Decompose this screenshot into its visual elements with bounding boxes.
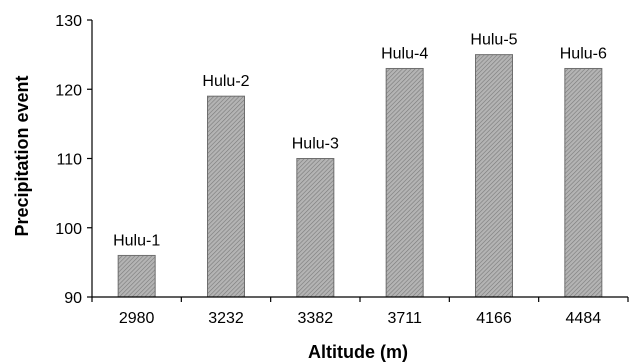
y-axis-title: Precipitation event [12,75,32,236]
bar-3 [296,158,335,298]
y-tick-label-2: 100 [55,221,82,238]
x-tick-label-5: 4166 [476,310,512,327]
bar-4 [385,67,424,298]
bar-6 [564,67,603,298]
bar-label-1: Hulu-1 [113,232,160,249]
bar-5 [475,54,513,298]
bar-1 [117,254,156,298]
bar-label-4: Hulu-4 [381,45,428,62]
x-tick-label-4: 3711 [387,310,422,327]
x-axis-title: Altitude (m) [308,342,408,362]
x-tick-label-6: 4484 [566,310,602,327]
bar-label-2: Hulu-2 [202,73,249,90]
y-tick-label-1: 90 [64,290,82,307]
bar-label-5: Hulu-5 [470,32,517,49]
x-tick-label-3: 3382 [298,310,334,327]
y-tick-label-4: 120 [55,82,82,99]
bars-layer: Hulu-1 Hulu-2 Hulu-3 Hulu-4 Hulu-5 Hulu-6 [113,32,607,298]
x-tick-label-1: 2980 [119,310,155,327]
bar-label-6: Hulu-6 [560,45,607,62]
y-tick-label-3: 110 [56,152,82,169]
bar-label-3: Hulu-3 [292,136,339,153]
y-tick-label-5: 130 [55,13,82,30]
bar-2 [207,95,245,298]
axes-layer: 2980 3232 3382 3711 4166 4484 90 100 110 120 130 [55,13,629,327]
x-tick-label-2: 3232 [208,310,244,327]
